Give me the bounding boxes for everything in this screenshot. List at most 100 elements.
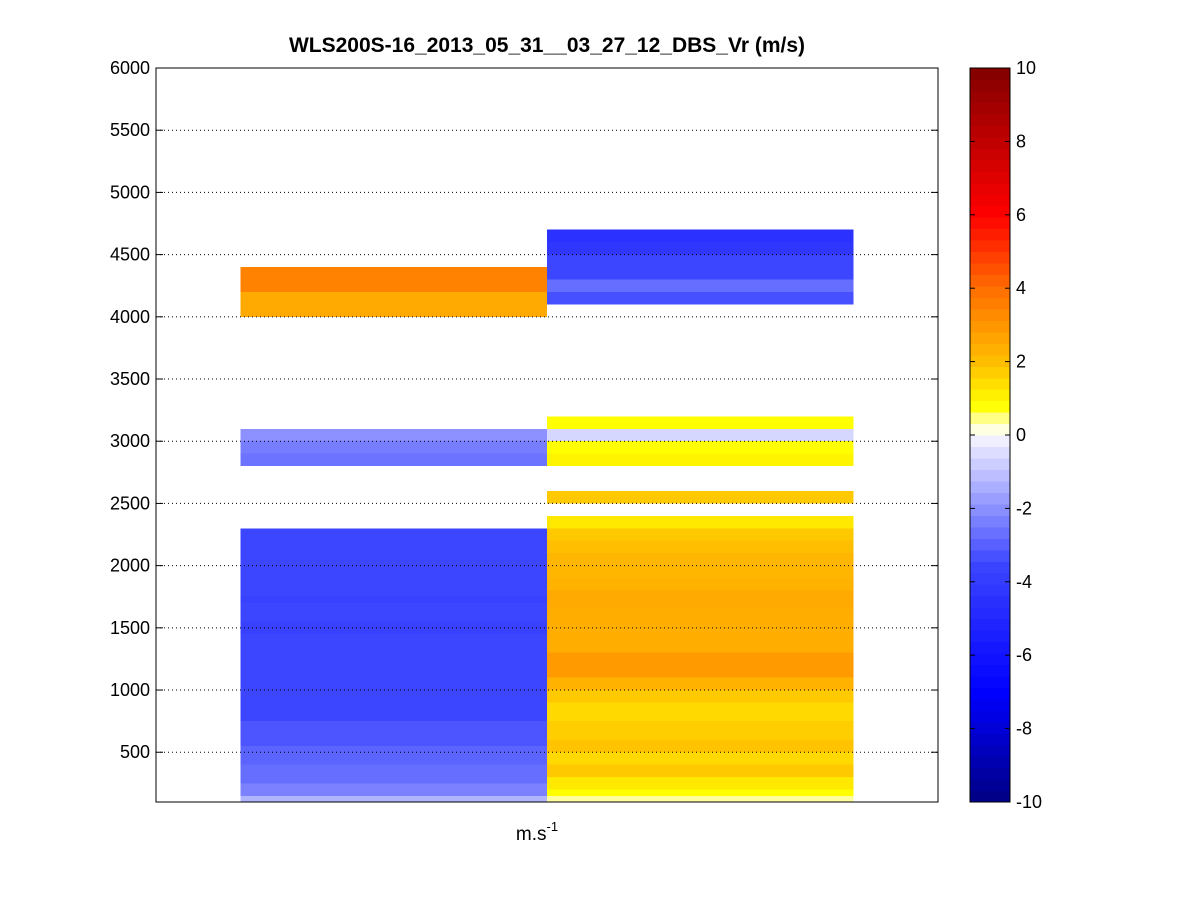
colorbar-segment — [970, 618, 1010, 631]
heatmap-cell — [547, 515, 854, 529]
colorbar-tick-label: -8 — [1016, 719, 1032, 739]
colorbar-segment — [970, 182, 1010, 195]
colorbar-segment — [970, 240, 1010, 253]
colorbar-segment — [970, 664, 1010, 677]
colorbar-segment — [970, 136, 1010, 149]
heatmap-cell — [547, 764, 854, 778]
heatmap-cell — [547, 242, 854, 255]
colorbar-tick-label: 0 — [1016, 425, 1026, 445]
colorbar-tick-label: 2 — [1016, 352, 1026, 372]
heatmap-cell — [240, 441, 547, 454]
heatmap-cell — [547, 677, 854, 691]
colorbar-segment — [970, 423, 1010, 436]
colorbar-tick-label: 10 — [1016, 58, 1036, 78]
colorbar — [969, 67, 1011, 803]
heatmap-cell — [240, 640, 547, 722]
colorbar-segment — [970, 572, 1010, 585]
x-axis-label-superscript: -1 — [547, 819, 559, 834]
colorbar-segment — [970, 113, 1010, 126]
colorbar-tick-label: -2 — [1016, 498, 1032, 518]
y-tick-label: 4500 — [110, 245, 150, 265]
y-axis-ticks: 500 1000 1500 2000 2500 3000 3500 4000 4500 5000 5… — [110, 58, 938, 762]
heatmap-cell — [547, 752, 854, 765]
colorbar-segment — [970, 217, 1010, 230]
colorbar-tick-label: -4 — [1016, 572, 1032, 592]
colorbar-segment — [970, 629, 1010, 643]
heatmap-cell — [547, 795, 854, 802]
colorbar-segment — [970, 274, 1010, 287]
colorbar-segment — [970, 343, 1010, 356]
colorbar-segment — [970, 469, 1010, 482]
colorbar-segment — [970, 698, 1010, 711]
heatmap-cell — [547, 777, 854, 790]
heatmap-cell — [547, 652, 854, 678]
colorbar-segment — [970, 377, 1010, 390]
x-axis-label-base: m.s — [516, 824, 547, 845]
colorbar-tick-label: 4 — [1016, 278, 1026, 298]
heatmap-cell — [240, 783, 547, 796]
heatmap-cell — [240, 267, 547, 292]
heatmap-cell — [240, 621, 547, 635]
colorbar-segment — [970, 251, 1010, 264]
colorbar-segment — [970, 446, 1010, 459]
heatmap-cell — [240, 596, 547, 603]
colorbar-segment — [970, 262, 1010, 276]
y-tick-label: 4000 — [110, 307, 150, 327]
colorbar-segment — [970, 68, 1010, 81]
x-axis-label: m.s-1 — [516, 819, 558, 845]
chart-title: WLS200S-16_2013_05_31__03_27_12_DBS_Vr (… — [289, 34, 805, 57]
heatmap-cell — [547, 416, 854, 429]
heatmap-cell — [547, 702, 854, 722]
colorbar-segment — [970, 435, 1010, 448]
colorbar-ticks: -10 -8 -6 -4 -2 0 2 4 6 8 10 — [970, 58, 1042, 812]
heatmap-cell — [240, 528, 547, 597]
heatmap-cell — [547, 490, 854, 504]
colorbar-segment — [970, 308, 1010, 321]
y-tick-label: 2500 — [110, 493, 150, 513]
colorbar-segment — [970, 79, 1010, 92]
colorbar-segment — [970, 687, 1010, 700]
colorbar-segment — [970, 733, 1010, 746]
heatmap-cell — [547, 789, 854, 796]
colorbar-segment — [970, 331, 1010, 344]
heatmap-cell — [547, 291, 854, 305]
colorbar-segment — [970, 228, 1010, 241]
heatmap-cell — [240, 602, 547, 622]
colorbar-segment — [970, 205, 1010, 218]
colorbar-segment — [970, 675, 1010, 688]
colorbar-segment — [970, 194, 1010, 207]
heatmap-cell — [547, 279, 854, 292]
y-tick-label: 3000 — [110, 431, 150, 451]
colorbar-segment — [970, 710, 1010, 723]
colorbar-segment — [970, 102, 1010, 115]
heatmap-cell — [240, 764, 547, 784]
colorbar-tick-label: 6 — [1016, 205, 1026, 225]
heatmap-cell — [240, 453, 547, 467]
colorbar-segment — [970, 595, 1010, 608]
colorbar-tick-label: 8 — [1016, 131, 1026, 151]
heatmap-cell — [547, 721, 854, 740]
y-tick-label: 6000 — [110, 58, 150, 78]
colorbar-segment — [970, 790, 1010, 803]
colorbar-segment — [970, 538, 1010, 551]
heatmap-cell — [240, 795, 547, 802]
heatmap-cell — [547, 441, 854, 454]
colorbar-segment — [970, 159, 1010, 172]
colorbar-segment — [970, 549, 1010, 562]
heatmap-cells — [240, 229, 854, 802]
heatmap-cell — [240, 746, 547, 765]
heatmap-cell — [547, 739, 854, 753]
y-tick-label: 1500 — [110, 618, 150, 638]
colorbar-segment — [970, 354, 1010, 367]
heatmap-cell — [547, 453, 854, 467]
heatmap-cell — [547, 590, 854, 610]
colorbar-segment — [970, 90, 1010, 104]
colorbar-segment — [970, 721, 1010, 734]
heatmap-cell — [240, 634, 547, 641]
colorbar-segment — [970, 492, 1010, 505]
colorbar-segment — [970, 744, 1010, 757]
colorbar-tick-label: -6 — [1016, 645, 1032, 665]
y-tick-label: 500 — [120, 742, 150, 762]
colorbar-segment — [970, 561, 1010, 574]
